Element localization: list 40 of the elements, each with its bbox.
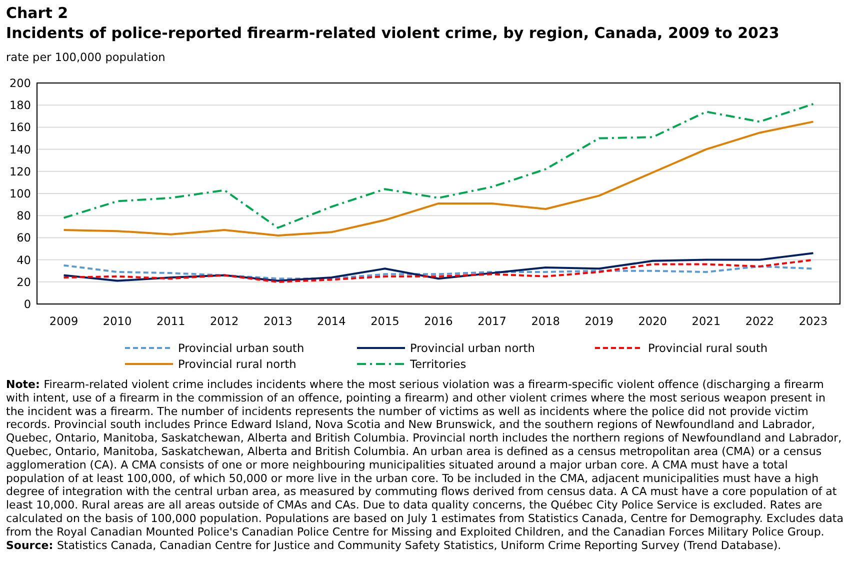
chart-title: Chart 2 bbox=[6, 4, 68, 22]
legend-label: Provincial rural south bbox=[648, 342, 768, 355]
legend-label: Provincial urban south bbox=[178, 342, 304, 355]
legend-label: Provincial urban north bbox=[410, 342, 535, 355]
x-tick-label: 2010 bbox=[102, 315, 132, 328]
y-tick-label: 140 bbox=[9, 143, 31, 156]
y-tick-label: 180 bbox=[9, 99, 31, 112]
y-tick-label: 60 bbox=[16, 232, 31, 245]
y-tick-label: 40 bbox=[16, 254, 31, 267]
text: Note: Firearm-related violent crime includes incidents where the most serious violation was a firearm-specific violent offence (discharging a firearm with intent, use of a firearm in the commission of an offence, pointing a firearm) and other violent crimes where the most serious weapon present in the incident was a firearm. The number of incidents represents the number of victims as well as incidents where the police did not provide victim records. Provincial south includes Prince Edward Island, Nova Scotia and New Brunswick, and the southern regions of Newfoundland and Labrador, Quebec, Ontario, Manitoba, Saskatchewan, Alberta and British Columbia. Provincial north includes the northern regions of Newfoundland and Labrador, Quebec, Ontario, Manitoba, Saskatchewan, Alberta and British Columbia. An urban area is defined as a census metropolitan area (CMA) or a census agglomeration (CA). A CMA consists of one or more neighbouring municipalities situated around a major urban core. A CMA must have a total population of at least 100,000, of which 50,000 or more live in the urban core. To be included in the CMA, adjacent municipalities must have a high degree of integration with the central urban area, as measured by commuting flows derived from census data. A CA must have a core population of at least 10,000. Rural areas are all areas outside of CMAs and CAs. Due to data quality concerns, the Québec City Police Service is excluded. Rates are calculated on the basis of 100,000 population. Populations are based on July 1 estimates from Statistics Canada, Centre for Demography. Excludes data from the Royal Canadian Mounted Police's Canadian Police Centre for Missing and Exploited Children, and the Canadian Forces Military Police Group. bbox=[6, 378, 844, 538]
y-tick-label: 80 bbox=[16, 210, 31, 223]
line-series bbox=[62, 252, 814, 282]
x-tick-label: 2023 bbox=[798, 315, 828, 328]
y-tick-label: 100 bbox=[9, 188, 31, 200]
x-tick-label: 2017 bbox=[478, 315, 506, 328]
chart-subtitle: Incidents of police-reported firearm-related violent crime, by region, Canada, 2009 to 2023 bbox=[6, 24, 780, 42]
legend-label: Provincial rural north bbox=[178, 358, 296, 371]
x-tick-label: 2021 bbox=[692, 315, 721, 328]
x-tick-label: 2015 bbox=[370, 315, 400, 328]
x-tick-label: 2011 bbox=[156, 315, 186, 328]
x-tick-label: 2009 bbox=[49, 315, 78, 328]
x-tick-label: 2020 bbox=[638, 315, 668, 328]
line-series bbox=[62, 120, 814, 236]
x-tick-label: 2018 bbox=[531, 315, 560, 328]
y-tick-label: 200 bbox=[9, 77, 31, 90]
source-note: Source: Statistics Canada, Canadian Centre for Justice and Community Safety Statistics, Uniform Crime Reporting Survey (Trend Database). bbox=[6, 538, 782, 552]
x-tick-label: 2019 bbox=[584, 315, 614, 328]
x-tick-label: 2016 bbox=[424, 315, 453, 328]
x-tick-label: 2013 bbox=[264, 315, 292, 328]
y-tick-label: 0 bbox=[24, 298, 31, 311]
y-axis-title: rate per 100,000 population bbox=[6, 51, 166, 64]
y-tick-label: 20 bbox=[16, 276, 31, 289]
x-tick-label: 2022 bbox=[745, 315, 774, 328]
line-series bbox=[62, 102, 814, 229]
x-tick-label: 2014 bbox=[317, 315, 346, 328]
y-tick-label: 160 bbox=[9, 121, 31, 134]
line-series bbox=[62, 264, 814, 280]
legend-label: Territories bbox=[409, 358, 466, 371]
x-tick-label: 2012 bbox=[210, 315, 239, 328]
y-tick-label: 120 bbox=[9, 165, 31, 178]
